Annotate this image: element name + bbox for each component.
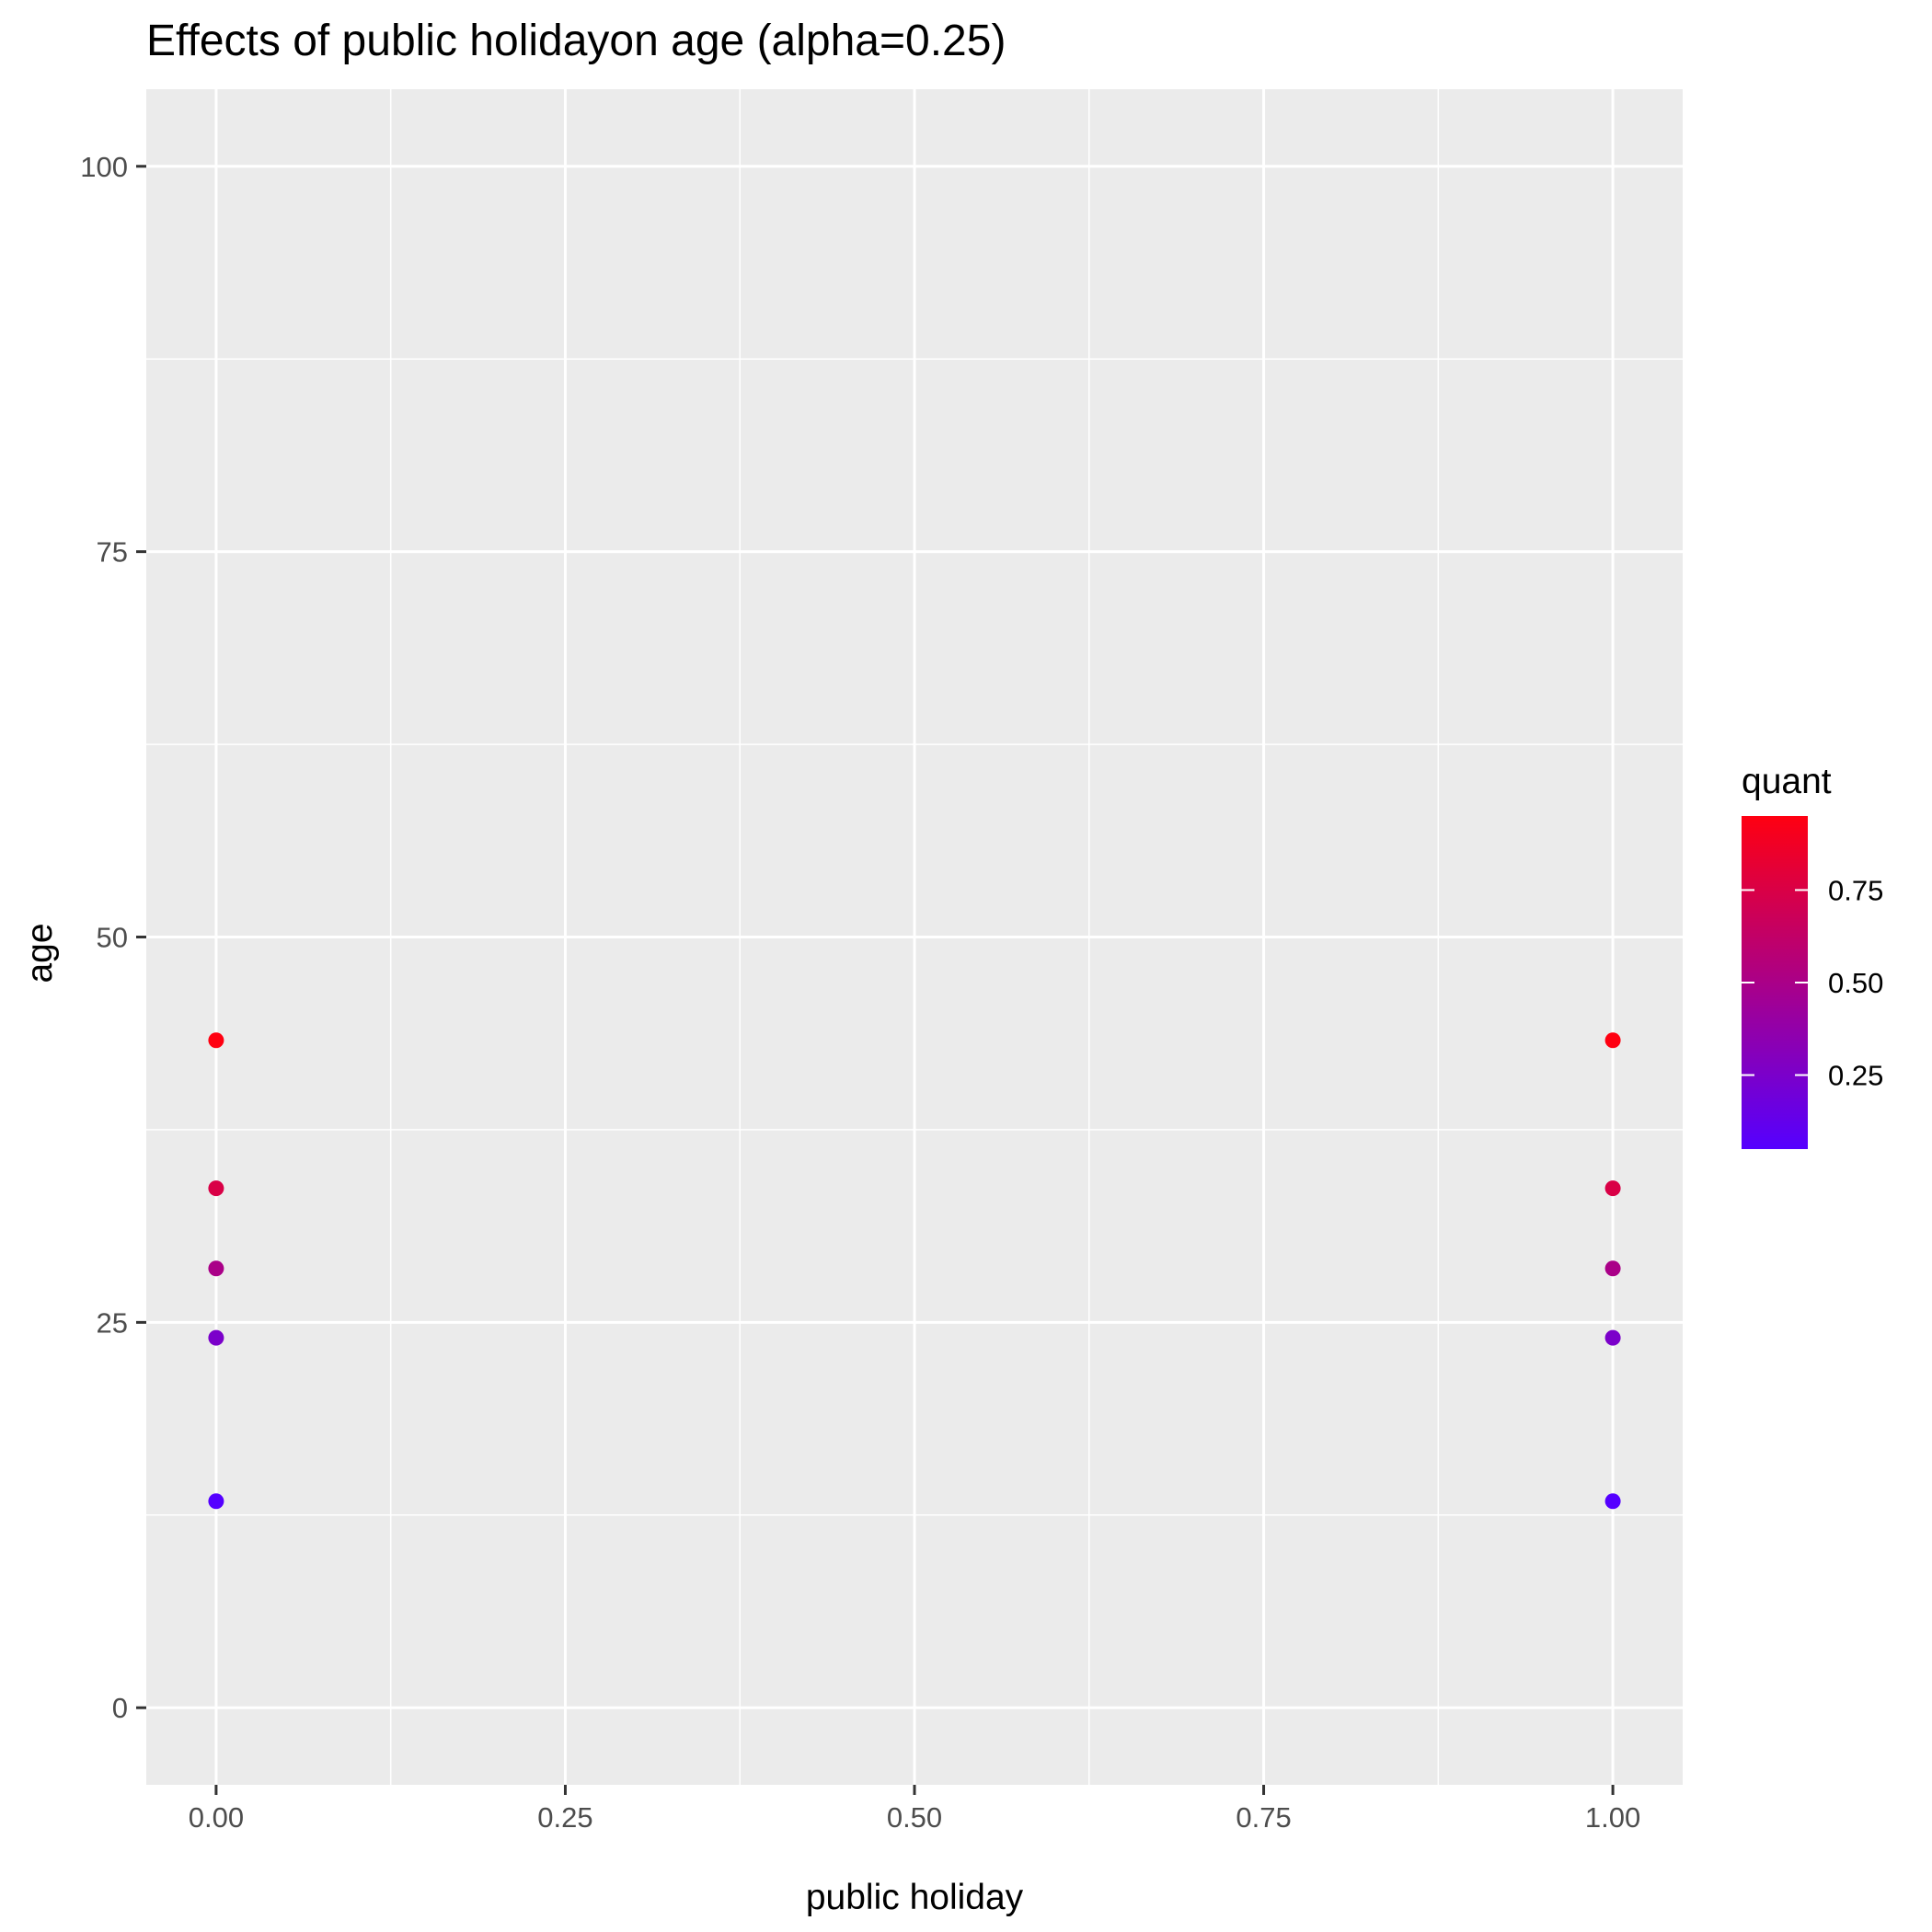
y-axis-title: age	[20, 923, 60, 983]
legend-ticks: 0.25 0.50 0.75	[1742, 874, 1883, 1092]
data-point	[208, 1260, 224, 1277]
data-point	[1604, 1493, 1621, 1510]
y-tick-label: 0	[112, 1692, 128, 1724]
legend-title: quant	[1742, 762, 1832, 801]
x-axis: 0.00 0.25 0.50 0.75 1.00	[189, 1785, 1640, 1834]
grid-major	[146, 89, 1683, 1785]
y-tick-label: 100	[80, 151, 128, 183]
x-tick-label: 0.50	[887, 1801, 942, 1834]
chart-title: Effects of public holidayon age (alpha=0…	[146, 17, 1006, 65]
legend: quant 0.25 0.50 0.75	[1742, 762, 1883, 1149]
x-tick-label: 0.75	[1236, 1801, 1291, 1834]
x-tick-label: 0.00	[189, 1801, 244, 1834]
data-point	[1604, 1180, 1621, 1197]
y-tick-label: 50	[97, 922, 128, 954]
legend-tick-label: 0.25	[1828, 1060, 1883, 1092]
data-point	[1604, 1329, 1621, 1346]
x-tick-label: 0.25	[537, 1801, 592, 1834]
x-tick-label: 1.00	[1585, 1801, 1640, 1834]
y-tick-label: 75	[97, 536, 128, 569]
y-axis: 0 25 50 75 100	[80, 151, 146, 1724]
data-points	[208, 1032, 1621, 1510]
data-point	[1604, 1032, 1621, 1049]
legend-tick-label: 0.50	[1828, 967, 1883, 999]
data-point	[208, 1329, 224, 1346]
data-point	[208, 1032, 224, 1049]
y-tick-label: 25	[97, 1306, 128, 1339]
data-point	[208, 1180, 224, 1197]
data-point	[208, 1493, 224, 1510]
data-point	[1604, 1260, 1621, 1277]
legend-tick-label: 0.75	[1828, 874, 1883, 906]
x-axis-title: public holiday	[806, 1878, 1024, 1917]
